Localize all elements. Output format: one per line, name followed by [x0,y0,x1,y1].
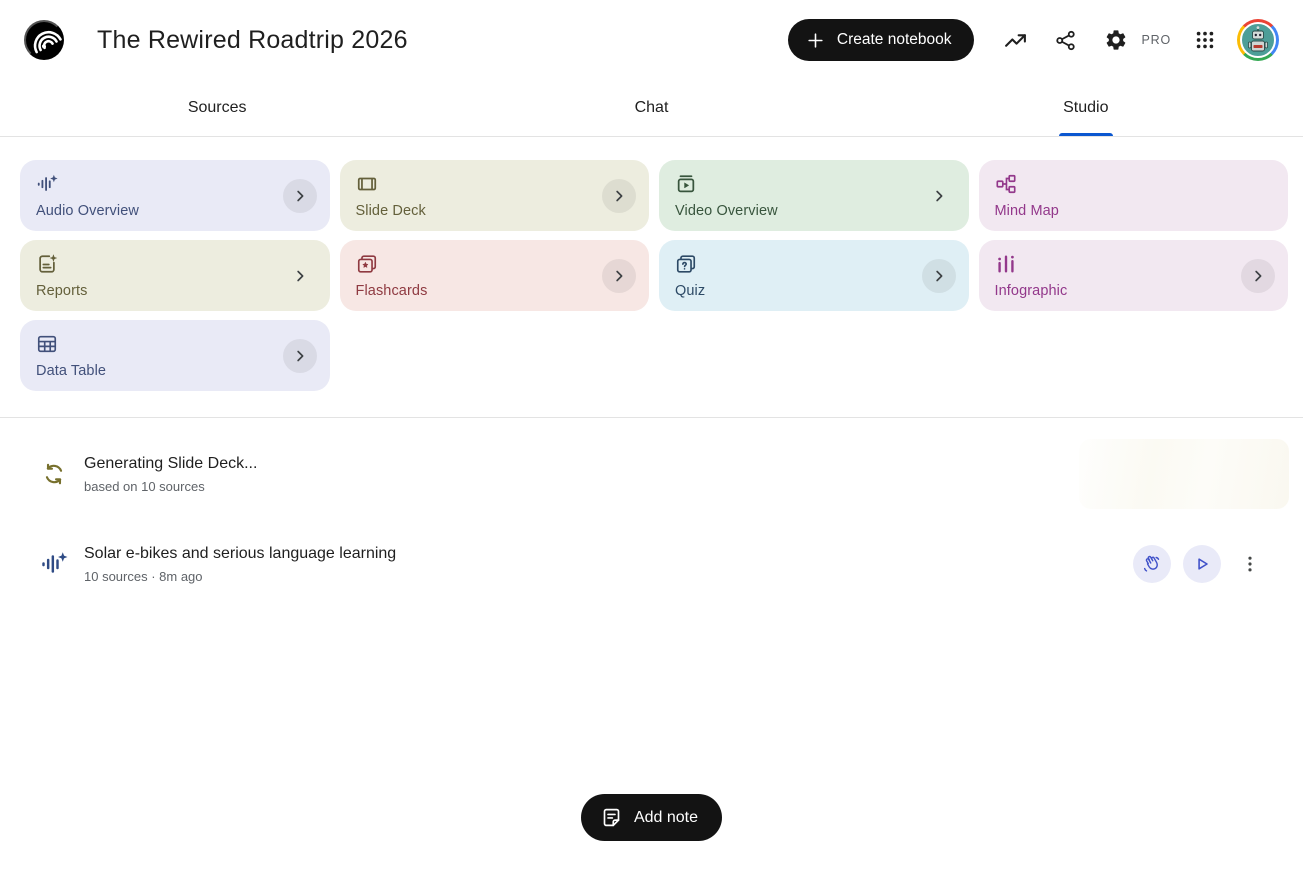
tab-sources-label: Sources [187,99,247,116]
tool-card-label: Infographic [994,283,1068,299]
plus-icon [806,31,825,50]
tab-chat-label: Chat [634,99,669,116]
quiz-icon [675,253,697,275]
notebooklm-logo-icon [26,22,66,62]
chevron-right-icon[interactable] [290,266,310,286]
share-icon [1054,29,1077,52]
add-note-label: Add note [633,808,699,826]
apps-grid-icon [1194,29,1216,51]
app-header: The Rewired Roadtrip 2026 Create noteboo… [0,0,1303,80]
tool-card-quiz[interactable]: Quiz [659,240,969,311]
share-button[interactable] [1046,20,1086,60]
slide-deck-icon [356,173,378,195]
tool-card-reports[interactable]: Reports [20,240,330,311]
tool-card-label: Slide Deck [355,203,426,219]
output-title: Generating Slide Deck... [84,454,258,472]
loading-skeleton [1079,439,1289,509]
active-tab-underline [1058,133,1113,136]
infographic-icon [995,253,1017,275]
chevron-right-icon[interactable] [602,258,636,293]
create-notebook-button[interactable]: Create notebook [787,19,974,61]
output-subtitle: 10 sources · 8m ago [84,568,203,584]
pro-badge: PRO [1141,33,1171,47]
mind-map-icon [995,173,1017,195]
tool-card-data-table[interactable]: Data Table [20,320,330,391]
add-note-container: Add note [0,794,1303,841]
tab-studio-label: Studio [1063,99,1109,116]
tool-card-label: Mind Map [994,203,1059,219]
notebook-title: The Rewired Roadtrip 2026 [97,25,408,54]
data-table-icon [36,333,58,355]
tab-studio[interactable]: Studio [869,80,1303,136]
chevron-right-icon[interactable] [1241,258,1275,293]
tool-card-label: Reports [36,283,88,299]
tool-card-infographic[interactable]: Infographic [978,240,1288,311]
output-item-generating[interactable]: Generating Slide Deck... based on 10 sou… [40,436,1289,512]
tab-sources[interactable]: Sources [0,80,434,136]
audio-waveform-sparkle-icon [40,550,68,578]
flashcards-icon [356,253,378,275]
play-button[interactable] [1183,545,1221,583]
google-apps-button[interactable] [1185,20,1225,60]
chevron-right-icon[interactable] [282,338,317,373]
add-note-button[interactable]: Add note [580,794,723,841]
more-options-button[interactable] [1233,547,1267,581]
avatar-robot-image [1240,22,1276,58]
play-icon [1192,554,1212,574]
output-subtitle: based on 10 sources [84,478,205,494]
tool-card-label: Flashcards [355,283,428,299]
kebab-menu-icon [1240,554,1260,574]
tool-card-slide-deck[interactable]: Slide Deck [339,160,649,231]
studio-section-divider [0,417,1303,418]
tool-card-label: Audio Overview [36,203,139,219]
tool-card-label: Quiz [675,283,706,299]
output-item-audio[interactable]: Solar e-bikes and serious language learn… [40,526,1289,602]
trending-up-icon [1003,28,1028,53]
panel-tabbar: Sources Chat Studio [0,80,1303,137]
output-title: Solar e-bikes and serious language learn… [84,544,397,562]
sync-spinner-icon [40,460,68,488]
gear-icon [1104,28,1128,52]
chevron-right-icon[interactable] [602,178,636,213]
tool-card-label: Data Table [36,363,107,379]
studio-tools-grid: Audio Overview Slide Deck Video Overview… [0,137,1303,391]
tool-card-audio-overview[interactable]: Audio Overview [20,160,330,231]
chevron-right-icon[interactable] [921,258,956,293]
audio-waveform-sparkle-icon [36,173,58,195]
tool-card-video-overview[interactable]: Video Overview [659,160,969,231]
chevron-right-icon[interactable] [282,178,317,213]
tool-card-flashcards[interactable]: Flashcards [339,240,649,311]
account-avatar[interactable] [1237,19,1279,61]
tab-chat[interactable]: Chat [434,80,868,136]
tool-card-label: Video Overview [675,203,778,219]
settings-button[interactable] [1096,20,1136,60]
chevron-right-icon[interactable] [929,186,949,206]
report-sparkle-icon [36,253,58,275]
notebooklm-logo[interactable] [24,20,64,60]
note-icon [601,807,622,828]
create-notebook-label: Create notebook [836,31,952,48]
waving-hand-icon [1142,554,1162,574]
interactive-mode-button[interactable] [1133,545,1171,583]
studio-outputs-list: Generating Slide Deck... based on 10 sou… [0,418,1303,602]
analytics-button[interactable] [996,20,1036,60]
tool-card-mind-map[interactable]: Mind Map [978,160,1288,231]
video-overview-icon [675,173,697,195]
